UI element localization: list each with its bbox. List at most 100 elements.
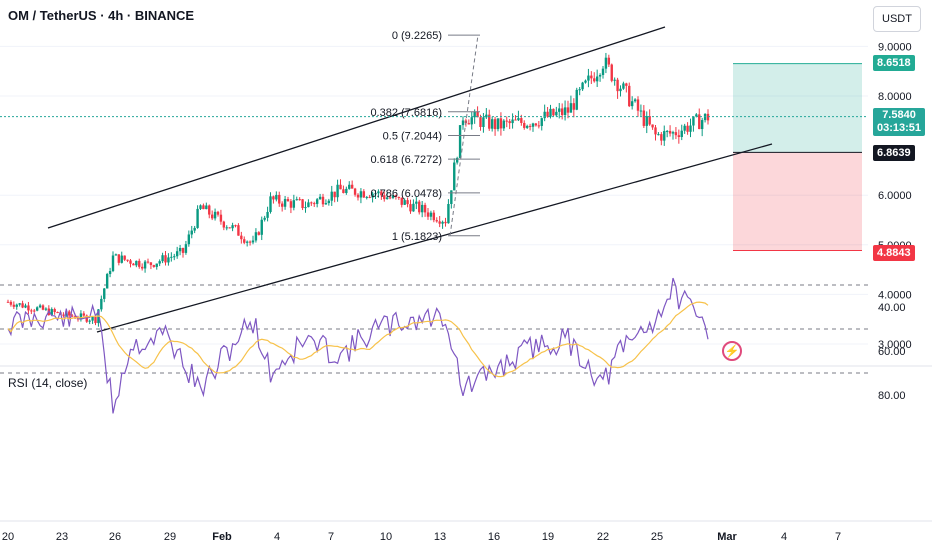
candle-body <box>525 125 529 128</box>
currency-button[interactable]: USDT <box>873 6 921 32</box>
candle-body <box>671 132 675 134</box>
symbol-title[interactable]: OM / TetherUS · 4h · BINANCE <box>8 8 195 23</box>
candle-body <box>409 204 412 212</box>
candle-body <box>496 118 500 130</box>
candle-body <box>85 315 88 322</box>
candle-body <box>479 117 482 127</box>
candle-body <box>362 191 366 198</box>
candle-body <box>415 201 418 204</box>
candle-body <box>455 157 459 163</box>
time-axis-label: 4 <box>274 531 280 543</box>
candle-body <box>348 184 351 189</box>
candle-body <box>111 255 115 272</box>
candle-body <box>117 254 121 263</box>
candle-body <box>140 266 144 269</box>
time-axis-label: 22 <box>597 531 609 543</box>
candle-body <box>129 260 132 264</box>
candle-body <box>578 89 581 91</box>
candle-body <box>523 122 526 128</box>
candle-body <box>406 200 409 205</box>
candle-body <box>68 311 71 316</box>
candle-body <box>683 125 686 131</box>
candle-body <box>243 239 246 243</box>
candle-body <box>196 208 199 228</box>
candle-body <box>514 119 517 121</box>
candle-body <box>38 305 42 308</box>
candle-body <box>458 125 462 158</box>
alert-icon[interactable]: ⚡ <box>722 341 742 361</box>
candle-body <box>70 315 74 317</box>
rsi-axis-label: 80.00 <box>878 390 906 402</box>
candle-body <box>33 310 36 312</box>
candle-body <box>313 203 316 205</box>
candle-body <box>15 304 18 307</box>
candle-body <box>485 114 488 118</box>
candle-body <box>132 263 135 266</box>
candle-body <box>219 214 223 222</box>
candle-body <box>353 188 357 195</box>
candle-body <box>339 184 342 190</box>
candle-body <box>190 230 193 235</box>
candle-body <box>307 202 310 208</box>
price-axis-label: 3.0000 <box>878 339 912 351</box>
candle-body <box>668 130 672 134</box>
candle-body <box>44 308 48 310</box>
candle-body <box>444 221 447 224</box>
candle-body <box>342 189 345 194</box>
current-price-tag: 7.5840 03:13:51 <box>873 108 926 136</box>
candle-body <box>280 203 284 207</box>
candle-body <box>318 196 322 200</box>
candle-body <box>120 255 123 263</box>
candle-body <box>698 114 701 130</box>
channel-upper-line <box>47 26 666 229</box>
candle-body <box>566 107 570 113</box>
candle-body <box>213 211 217 219</box>
fib-level-label: 0.5 (7.2044) <box>383 130 442 142</box>
candle-body <box>62 314 65 316</box>
candle-body <box>56 312 59 314</box>
candle-body <box>397 196 401 198</box>
bar-countdown: 03:13:51 <box>877 122 922 134</box>
fib-level-label: 0.382 (7.6816) <box>370 107 442 119</box>
fib-level-label: 0.786 (6.0478) <box>370 188 442 200</box>
candle-body <box>505 120 508 122</box>
candle-body <box>123 255 126 260</box>
candle-body <box>508 121 511 124</box>
candle-body <box>663 131 666 141</box>
channel-lower-line <box>96 143 773 333</box>
candle-body <box>336 184 339 198</box>
time-axis-label: 26 <box>109 531 121 543</box>
candle-body <box>138 260 141 267</box>
fib-level-label: 0 (9.2265) <box>392 30 442 42</box>
rsi-axis-label: 60.00 <box>878 346 906 358</box>
candle-body <box>266 211 269 218</box>
candle-body <box>12 304 16 307</box>
candle-body <box>499 118 503 129</box>
candle-body <box>27 305 30 311</box>
candle-body <box>257 232 261 235</box>
rsi-indicator-label[interactable]: RSI (14, close) <box>8 376 88 390</box>
candle-body <box>633 99 637 102</box>
candle-body <box>193 227 196 231</box>
candle-body <box>604 57 608 69</box>
candle-body <box>438 221 441 224</box>
candle-body <box>628 85 631 107</box>
candle-body <box>453 162 456 191</box>
candle-body <box>135 260 138 266</box>
time-axis-label: 13 <box>434 531 446 543</box>
candle-body <box>35 307 39 311</box>
candle-body <box>292 200 296 208</box>
candle-body <box>391 195 395 198</box>
candle-body <box>21 303 24 308</box>
candle-body <box>225 227 228 229</box>
candle-body <box>461 120 465 126</box>
loss-zone <box>733 152 862 251</box>
entry-price-tag: 6.8639 <box>873 145 915 161</box>
candle-body <box>298 199 301 201</box>
candle-body <box>595 76 599 82</box>
candle-body <box>447 203 450 224</box>
candle-body <box>234 225 237 227</box>
candle-body <box>161 255 164 262</box>
candle-body <box>184 244 188 253</box>
